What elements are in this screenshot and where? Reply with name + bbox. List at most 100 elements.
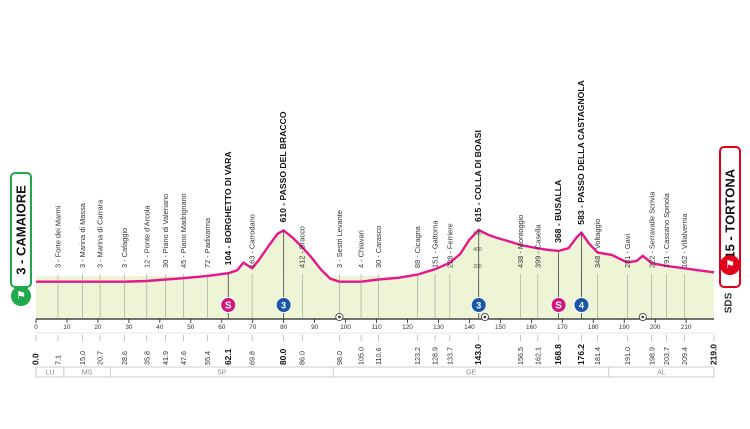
- km-tick-label: 160: [526, 324, 537, 331]
- km-cumulative-label: 110.6: [374, 348, 383, 365]
- km-cumulative-label: 80.0: [278, 348, 288, 365]
- km-cumulative-label: 198.9: [647, 347, 656, 365]
- km-tick-label: 110: [371, 324, 382, 331]
- km-cumulative-label: 156.5: [516, 347, 525, 365]
- kom-marker-label: 3: [476, 300, 481, 310]
- waypoint-label: 72 - Padivarma: [203, 217, 212, 268]
- waypoint-label: 151 - Gattorna: [431, 219, 440, 268]
- sprint-marker: [550, 297, 567, 313]
- region-label-ge: GE: [466, 370, 476, 377]
- waypoint-label: 399 - Casella: [533, 224, 542, 268]
- waypoint-label: 162 - Villalvernia: [680, 213, 689, 268]
- km-cumulative-label: 219.0: [709, 344, 719, 365]
- km-cumulative-label: 69.8: [248, 351, 257, 365]
- waypoint-label: 222 - Serravalle Scrivia: [647, 191, 656, 268]
- km-tick-label: 170: [557, 324, 568, 331]
- kom-marker: [275, 297, 292, 313]
- feed-zone-icon-dot: [337, 315, 341, 319]
- waypoint-label: 163 - Carrodano: [248, 214, 257, 268]
- finish-flag-icon: ⚑: [720, 255, 740, 275]
- waypoint-label: 3 - Cafaggio: [120, 228, 129, 268]
- km-tick-label: 180: [588, 324, 599, 331]
- km-tick-label: 80: [280, 324, 288, 331]
- km-cumulative-label: 181.4: [593, 347, 602, 365]
- sprint-marker-label: S: [555, 301, 562, 312]
- waypoint-label: 231 - Gavi: [623, 234, 632, 268]
- waypoint-label: 12 - Ponte d'Arcola: [142, 204, 151, 268]
- waypoint-label: 610 - PASSO DEL BRACCO: [278, 111, 288, 222]
- sprint-marker: [220, 297, 237, 313]
- kom-marker: [573, 297, 590, 313]
- kom-marker-label: 4: [579, 300, 584, 310]
- waypoint-label: 412 - Bracco: [298, 226, 307, 268]
- km-cumulative-label: 123.2: [413, 347, 422, 365]
- waypoint-label: 30 - Carasco: [374, 226, 383, 268]
- waypoint-label: 88 - Cicagna: [413, 225, 422, 268]
- km-cumulative-label: 35.8: [142, 351, 151, 365]
- km-cumulative-label: 55.4: [203, 351, 212, 365]
- waypoint-label: 3 - Sestri Levante: [335, 210, 344, 268]
- km-cumulative-label: 20.7: [96, 351, 105, 365]
- kom-marker-label: 3: [281, 300, 286, 310]
- region-label-lu: LU: [45, 370, 54, 377]
- altitude-tick-600: 600: [473, 230, 482, 236]
- waypoint-label: 348 - Voltaggio: [593, 219, 602, 268]
- sprint-marker-label: S: [225, 301, 232, 312]
- waypoint-label: 4 - Chiavari: [357, 230, 366, 268]
- altitude-tick-200: 200: [473, 264, 482, 270]
- km-cumulative-label: 62.1: [223, 348, 233, 365]
- km-tick-label: 40: [156, 324, 164, 331]
- km-tick-label: 140: [464, 324, 475, 331]
- km-tick-label: 70: [249, 324, 257, 331]
- km-cumulative-label: 203.7: [662, 347, 671, 365]
- km-tick-label: 10: [63, 324, 71, 331]
- km-cumulative-label: 191.0: [623, 347, 632, 365]
- profile-area: [36, 230, 714, 319]
- waypoint-label: 191 - Cassano Spinola: [662, 192, 671, 268]
- km-cumulative-label: 47.6: [179, 351, 188, 365]
- km-cumulative-label: 41.9: [161, 351, 170, 365]
- finish-box: 115 - TORTONA: [719, 146, 741, 288]
- markers-layer: S S 3 3 4: [220, 297, 647, 322]
- waypoint-label: 438 - Montoggio: [516, 215, 525, 268]
- km-cumulative-label: 133.7: [445, 347, 454, 365]
- waypoint-label: 3 - Forte dei Marmi: [53, 205, 62, 268]
- waypoint-label: 583 - PASSO DELLA CASTAGNOLA: [576, 80, 586, 225]
- km-tick-label: 200: [650, 324, 661, 331]
- region-label-al: AL: [657, 370, 666, 377]
- km-cumulative-label: 0.0: [31, 353, 41, 365]
- km-tick-label: 130: [433, 324, 444, 331]
- km-tick-label: 190: [619, 324, 630, 331]
- km-cumulative-label: 162.1: [533, 347, 542, 365]
- altitude-tick-400: 400: [473, 247, 482, 253]
- km-axis-layer: 0 10 20 30 40 50 60 70 80 90 100 110 120 130 140 150 160…: [31, 319, 719, 365]
- km-tick-label: 120: [402, 324, 413, 331]
- region-label-ms: MS: [82, 370, 93, 377]
- feed-zone-icon-dot: [641, 315, 645, 319]
- km-cumulative-label: 28.6: [120, 351, 129, 365]
- waypoint-label: 615 - COLLA DI BOASI: [473, 130, 483, 222]
- km-cumulative-label: 128.9: [431, 347, 440, 365]
- km-cumulative-label: 209.4: [680, 347, 689, 365]
- km-tick-label: 30: [125, 324, 133, 331]
- waypoint-label: 104 - BORGHETTO DI VARA: [223, 151, 233, 265]
- feed-zone-icon-dot: [483, 315, 487, 319]
- km-tick-label: 60: [218, 324, 226, 331]
- km-cumulative-label: 86.0: [298, 351, 307, 365]
- km-cumulative-label: 98.0: [335, 351, 344, 365]
- km-tick-label: 50: [187, 324, 195, 331]
- waypoint-label: 3 - Marina di Carrara: [96, 199, 105, 268]
- waypoint-label: 3 - Marina di Massa: [78, 202, 87, 268]
- km-tick-label: 20: [94, 324, 102, 331]
- km-cumulative-label: 168.8: [553, 344, 563, 365]
- km-tick-label: 210: [681, 324, 692, 331]
- waypoint-labels-layer: 3 - Forte dei Marmi 3 - Marina di Massa 3 …: [53, 80, 688, 268]
- waypoint-label: 30 - Piano di Valeriano: [161, 194, 170, 268]
- km-tick-label: 90: [311, 324, 319, 331]
- km-tick-label: 0: [34, 324, 38, 331]
- waypoint-label: 228 - Ferriere: [445, 223, 454, 268]
- km-cumulative-label: 15.0: [78, 351, 87, 365]
- km-cumulative-label: 105.0: [357, 347, 366, 365]
- km-cumulative-label: 143.0: [473, 344, 483, 365]
